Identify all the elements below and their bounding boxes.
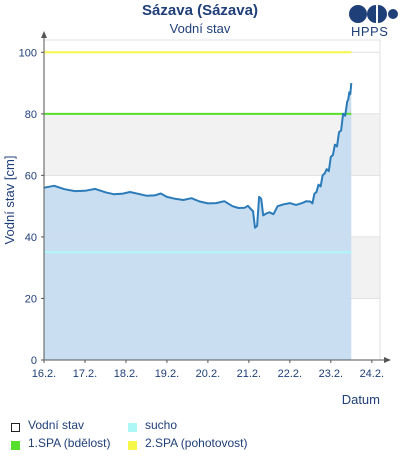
logo-text: HPPS [351, 24, 389, 39]
y-tick-label: 0 [31, 355, 37, 367]
x-tick-label: 20.2. [196, 368, 220, 380]
legend-swatch-spa1 [11, 441, 20, 450]
chart-subtitle: Vodní stav [169, 21, 231, 36]
x-tick-label: 23.2. [319, 368, 343, 380]
y-axis-arrow [41, 31, 47, 38]
y-tick-label: 100 [19, 47, 37, 59]
chart-title: Sázava (Sázava) [142, 2, 258, 19]
water-level-line [43, 83, 353, 229]
legend-label-spa2: 2.SPA (pohotovost) [145, 436, 248, 450]
legend-label-water-level: Vodní stav [28, 418, 85, 432]
y-tick-label: 80 [25, 109, 37, 121]
hpps-logo-icon [349, 5, 398, 23]
legend-swatch-spa2 [128, 441, 137, 450]
x-tick-label: 17.2. [73, 368, 97, 380]
y-tick-label: 60 [25, 170, 37, 182]
shaded-band-1 [44, 113, 380, 176]
x-tick-label: 24.2. [360, 368, 384, 380]
y-tick-label: 40 [25, 232, 37, 244]
legend-label-spa1: 1.SPA (bdělost) [28, 436, 111, 450]
y-axis-label: Vodní stav [cm] [2, 156, 17, 245]
x-tick-label: 19.2. [155, 368, 179, 380]
water-level-area [44, 83, 352, 360]
legend-label-drought: sucho [145, 418, 178, 432]
x-tick-label: 22.2. [278, 368, 302, 380]
legend-swatch-water-level [11, 423, 20, 432]
x-tick-label: 16.2. [32, 368, 56, 380]
x-axis-arrow [384, 357, 391, 363]
x-tick-label: 18.2. [114, 368, 138, 380]
x-axis-label: Datum [342, 392, 380, 407]
legend-swatch-drought [128, 423, 137, 432]
x-tick-label: 21.2. [237, 368, 261, 380]
y-tick-label: 20 [25, 293, 37, 305]
